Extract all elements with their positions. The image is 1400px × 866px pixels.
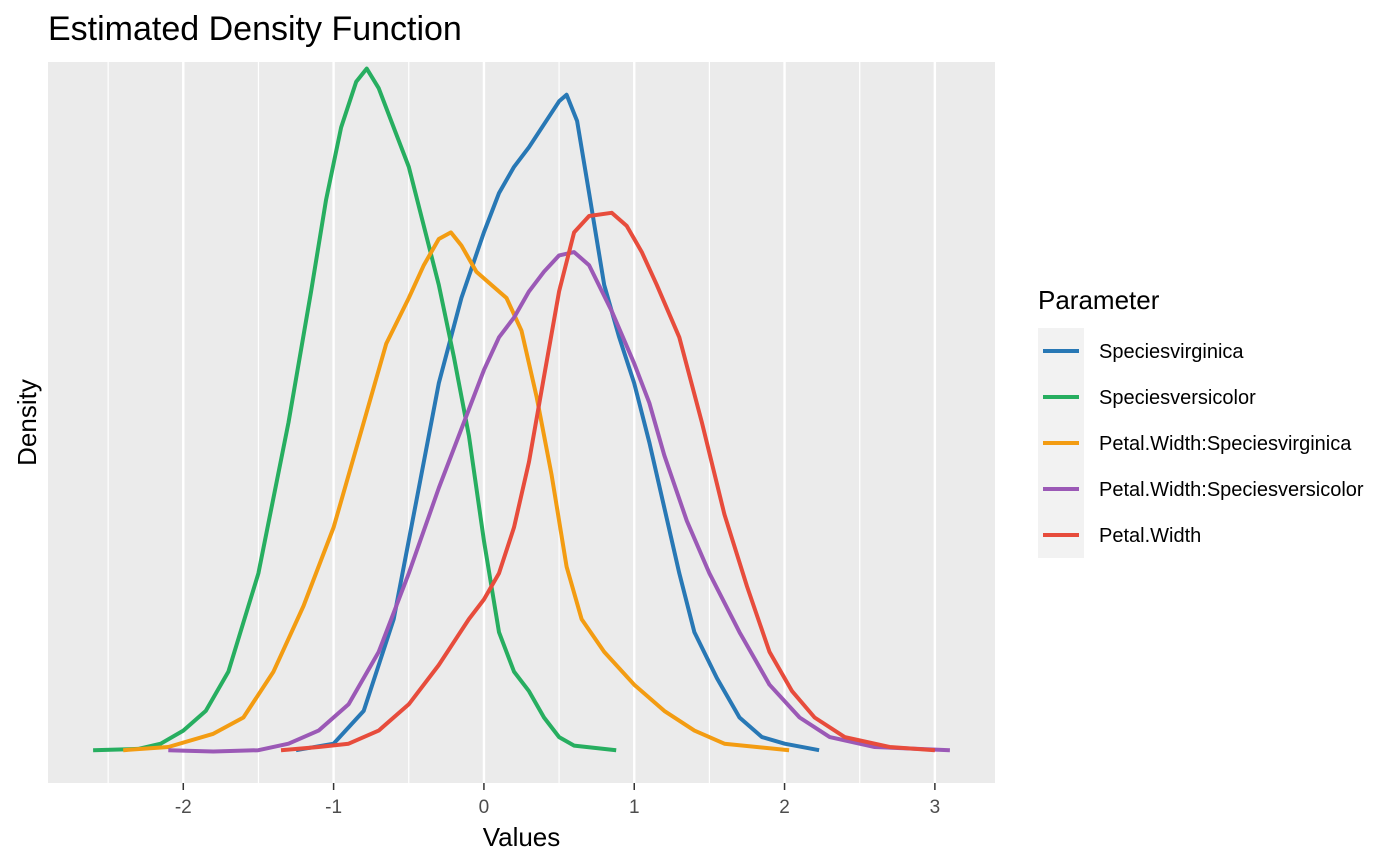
series-line-5 [280,210,936,753]
series-line-3 [123,230,790,753]
chart-title: Estimated Density Function [48,10,462,48]
legend-label-2: Speciesversicolor [1099,387,1256,409]
legend-title: Parameter [1038,285,1160,315]
legend-label-5: Petal.Width [1099,525,1201,547]
x-tick-label: -1 [325,797,342,818]
legend-label-3: Petal.Width:Speciesvirginica [1099,433,1352,455]
legend: Parameter Speciesvirginica Speciesversico… [1038,285,1364,558]
x-axis-title: Values [483,822,561,852]
x-tick-label: -2 [175,797,192,818]
series-line-4 [168,250,950,754]
legend-label-4: Petal.Width:Speciesversicolor [1099,479,1364,501]
series-line-1 [295,92,820,753]
x-tick-label: 1 [629,797,640,818]
minor-gridlines [107,62,861,783]
x-tick-label: 0 [479,797,490,818]
legend-label-1: Speciesvirginica [1099,341,1244,363]
y-axis-title: Density [12,379,42,466]
x-tick-label: 3 [930,797,941,818]
legend-items: Speciesvirginica Speciesversicolor Petal.W… [1043,341,1364,547]
series-lines [93,66,950,754]
x-axis-ticks: -2 -1 0 1 2 3 [175,783,940,818]
major-gridlines [182,62,937,783]
series-line-2 [93,66,617,753]
plot-panel [48,62,995,783]
x-tick-label: 2 [779,797,790,818]
